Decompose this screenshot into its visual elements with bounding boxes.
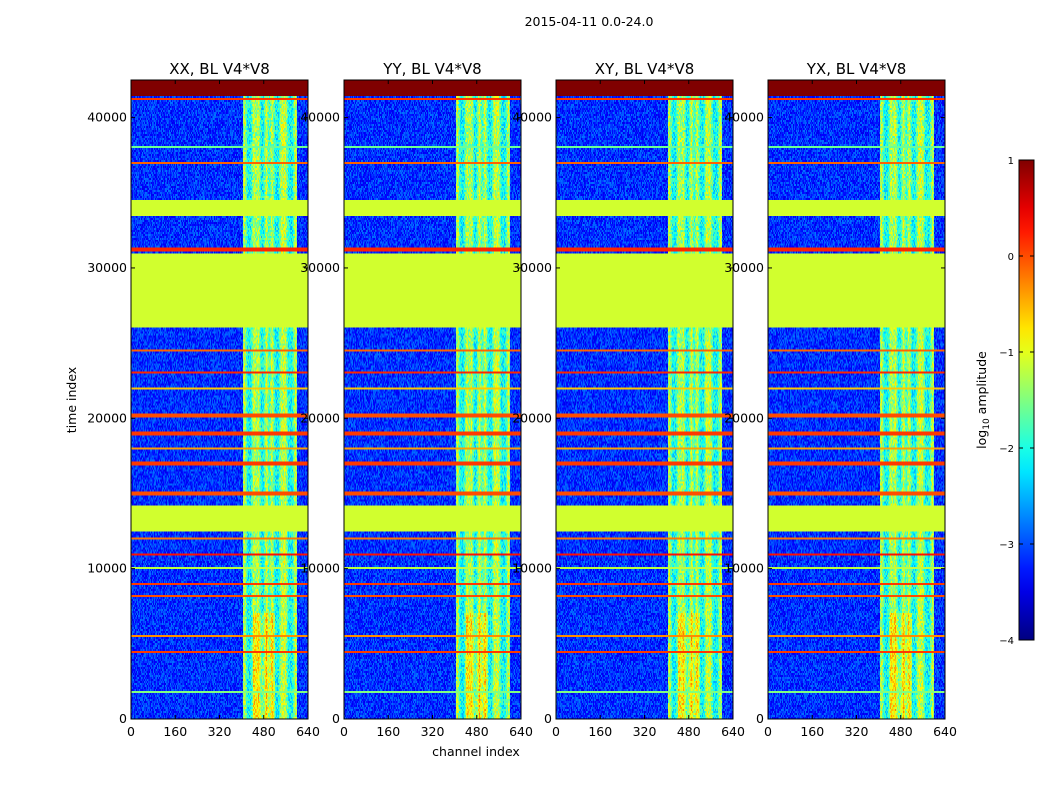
x-tick-label: 0 — [340, 724, 348, 739]
y-tick-label: 20000 — [87, 410, 127, 425]
colorbar-label-subscript: 10 — [982, 418, 992, 430]
colorbar-label-main: log — [974, 430, 989, 449]
panel-title: XY, BL V4*V8 — [595, 60, 695, 78]
y-tick-label: 20000 — [512, 410, 552, 425]
x-tick-label: 320 — [208, 724, 232, 739]
panel-title: YX, BL V4*V8 — [806, 60, 907, 78]
spectrogram-xx — [131, 80, 308, 719]
panel-title: YY, BL V4*V8 — [382, 60, 481, 78]
x-axis-label: channel index — [432, 744, 520, 759]
colorbar-tick-label: −2 — [999, 444, 1014, 455]
spectrogram-yy — [344, 80, 521, 719]
x-tick-label: 160 — [588, 724, 612, 739]
colorbar-tick-label: 0 — [1008, 252, 1014, 263]
y-tick-label: 0 — [332, 711, 340, 726]
x-tick-label: 480 — [677, 724, 701, 739]
x-tick-label: 320 — [421, 724, 445, 739]
colorbar-label: log10 amplitude — [974, 351, 992, 449]
y-tick-label: 30000 — [87, 260, 127, 275]
x-tick-label: 640 — [933, 724, 957, 739]
x-tick-label: 640 — [721, 724, 745, 739]
spectrogram-xy — [556, 80, 733, 719]
x-tick-label: 640 — [296, 724, 320, 739]
y-tick-label: 40000 — [300, 110, 340, 125]
x-tick-label: 320 — [633, 724, 657, 739]
y-tick-label: 0 — [544, 711, 552, 726]
y-tick-label: 30000 — [724, 260, 764, 275]
colorbar-gradient — [1019, 160, 1034, 640]
y-tick-label: 40000 — [512, 110, 552, 125]
y-tick-label: 40000 — [87, 110, 127, 125]
spectrogram-yx — [768, 80, 945, 719]
panels-group: XX, BL V4*V8 0 160 320 480 640 0 10000 20000 3000… — [87, 60, 957, 739]
x-tick-label: 0 — [552, 724, 560, 739]
y-tick-label: 0 — [756, 711, 764, 726]
figure-title: 2015-04-11 0.0-24.0 — [525, 14, 654, 29]
x-tick-label: 480 — [465, 724, 489, 739]
x-tick-label: 480 — [889, 724, 913, 739]
y-tick-label: 10000 — [724, 561, 764, 576]
panel-yx: YX, BL V4*V8 0 160 320 480 640 0 10000 20000 3000… — [724, 60, 957, 739]
x-tick-label: 320 — [845, 724, 869, 739]
colorbar: 10−1−2−3−4 log10 amplitude — [974, 156, 1035, 647]
colorbar-tick-label: −1 — [999, 348, 1014, 359]
x-tick-label: 160 — [163, 724, 187, 739]
panel-yy: YY, BL V4*V8 0 160 320 480 640 0 10000 20000 3000… — [300, 60, 533, 739]
x-tick-label: 160 — [376, 724, 400, 739]
colorbar-frame — [1018, 159, 1035, 641]
y-tick-label: 40000 — [724, 110, 764, 125]
panel-title: XX, BL V4*V8 — [169, 60, 270, 78]
y-tick-label: 30000 — [300, 260, 340, 275]
y-tick-label: 10000 — [300, 561, 340, 576]
colorbar-tick-label: −4 — [999, 636, 1014, 647]
x-tick-label: 0 — [764, 724, 772, 739]
y-tick-label: 10000 — [512, 561, 552, 576]
y-axis-label: time index — [64, 367, 79, 433]
colorbar-label-rest: amplitude — [974, 351, 989, 418]
panel-xx: XX, BL V4*V8 0 160 320 480 640 0 10000 20000 3000… — [87, 60, 320, 739]
x-tick-label: 160 — [800, 724, 824, 739]
panel-xy: XY, BL V4*V8 0 160 320 480 640 0 10000 20000 3000… — [512, 60, 745, 739]
y-tick-label: 20000 — [300, 410, 340, 425]
y-tick-label: 20000 — [724, 410, 764, 425]
colorbar-tick-label: −3 — [999, 540, 1014, 551]
x-tick-label: 480 — [252, 724, 276, 739]
x-tick-label: 640 — [509, 724, 533, 739]
x-tick-label: 0 — [127, 724, 135, 739]
colorbar-ticks: 1 0 −1 −2 −3 −4 — [999, 156, 1034, 647]
y-tick-label: 10000 — [87, 561, 127, 576]
colorbar-tick-label: 1 — [1008, 156, 1014, 167]
y-tick-label: 0 — [119, 711, 127, 726]
y-tick-label: 30000 — [512, 260, 552, 275]
